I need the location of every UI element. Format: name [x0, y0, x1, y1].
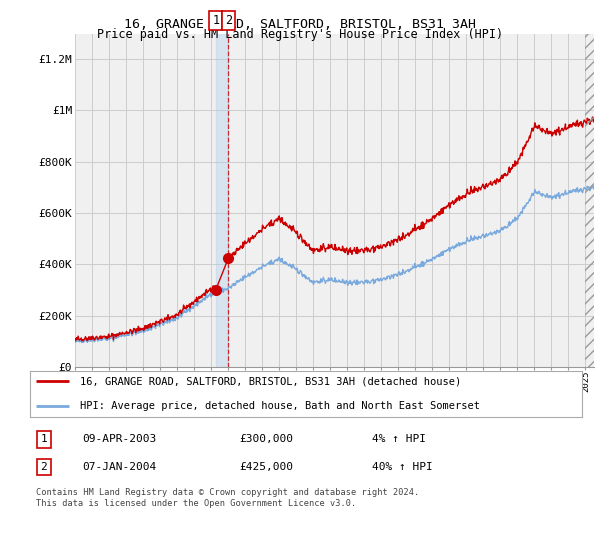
- Text: 2: 2: [40, 462, 47, 472]
- Text: HPI: Average price, detached house, Bath and North East Somerset: HPI: Average price, detached house, Bath…: [80, 401, 479, 410]
- Text: 07-JAN-2004: 07-JAN-2004: [82, 462, 157, 472]
- Text: 09-APR-2003: 09-APR-2003: [82, 435, 157, 445]
- Text: £300,000: £300,000: [240, 435, 294, 445]
- Text: 40% ↑ HPI: 40% ↑ HPI: [372, 462, 433, 472]
- Text: Contains HM Land Registry data © Crown copyright and database right 2024.
This d: Contains HM Land Registry data © Crown c…: [35, 488, 419, 508]
- Text: 16, GRANGE ROAD, SALTFORD, BRISTOL, BS31 3AH (detached house): 16, GRANGE ROAD, SALTFORD, BRISTOL, BS31…: [80, 376, 461, 386]
- Text: 16, GRANGE ROAD, SALTFORD, BRISTOL, BS31 3AH: 16, GRANGE ROAD, SALTFORD, BRISTOL, BS31…: [124, 18, 476, 31]
- Text: 2: 2: [225, 14, 232, 27]
- Bar: [216, 34, 229, 367]
- Text: 1: 1: [212, 14, 219, 27]
- Bar: [586, 34, 594, 367]
- Text: 4% ↑ HPI: 4% ↑ HPI: [372, 435, 426, 445]
- Bar: [586, 34, 594, 367]
- Text: £425,000: £425,000: [240, 462, 294, 472]
- Text: 1: 1: [40, 435, 47, 445]
- Text: Price paid vs. HM Land Registry's House Price Index (HPI): Price paid vs. HM Land Registry's House …: [97, 28, 503, 41]
